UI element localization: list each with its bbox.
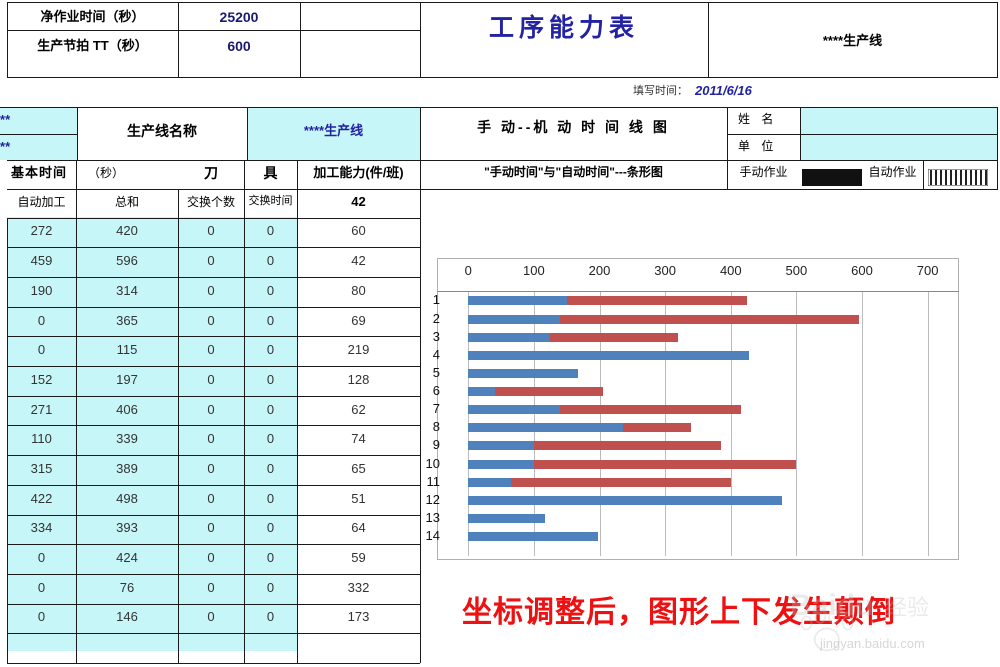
svg-text:经验: 经验 bbox=[885, 595, 929, 620]
svg-text:Baidu: Baidu bbox=[790, 589, 873, 622]
